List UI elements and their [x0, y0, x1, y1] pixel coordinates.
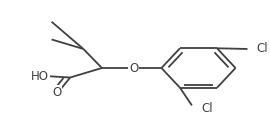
Text: Cl: Cl [201, 102, 213, 115]
Text: O: O [52, 86, 62, 99]
Text: O: O [129, 61, 138, 75]
Text: Cl: Cl [257, 42, 268, 55]
Text: HO: HO [31, 70, 49, 83]
